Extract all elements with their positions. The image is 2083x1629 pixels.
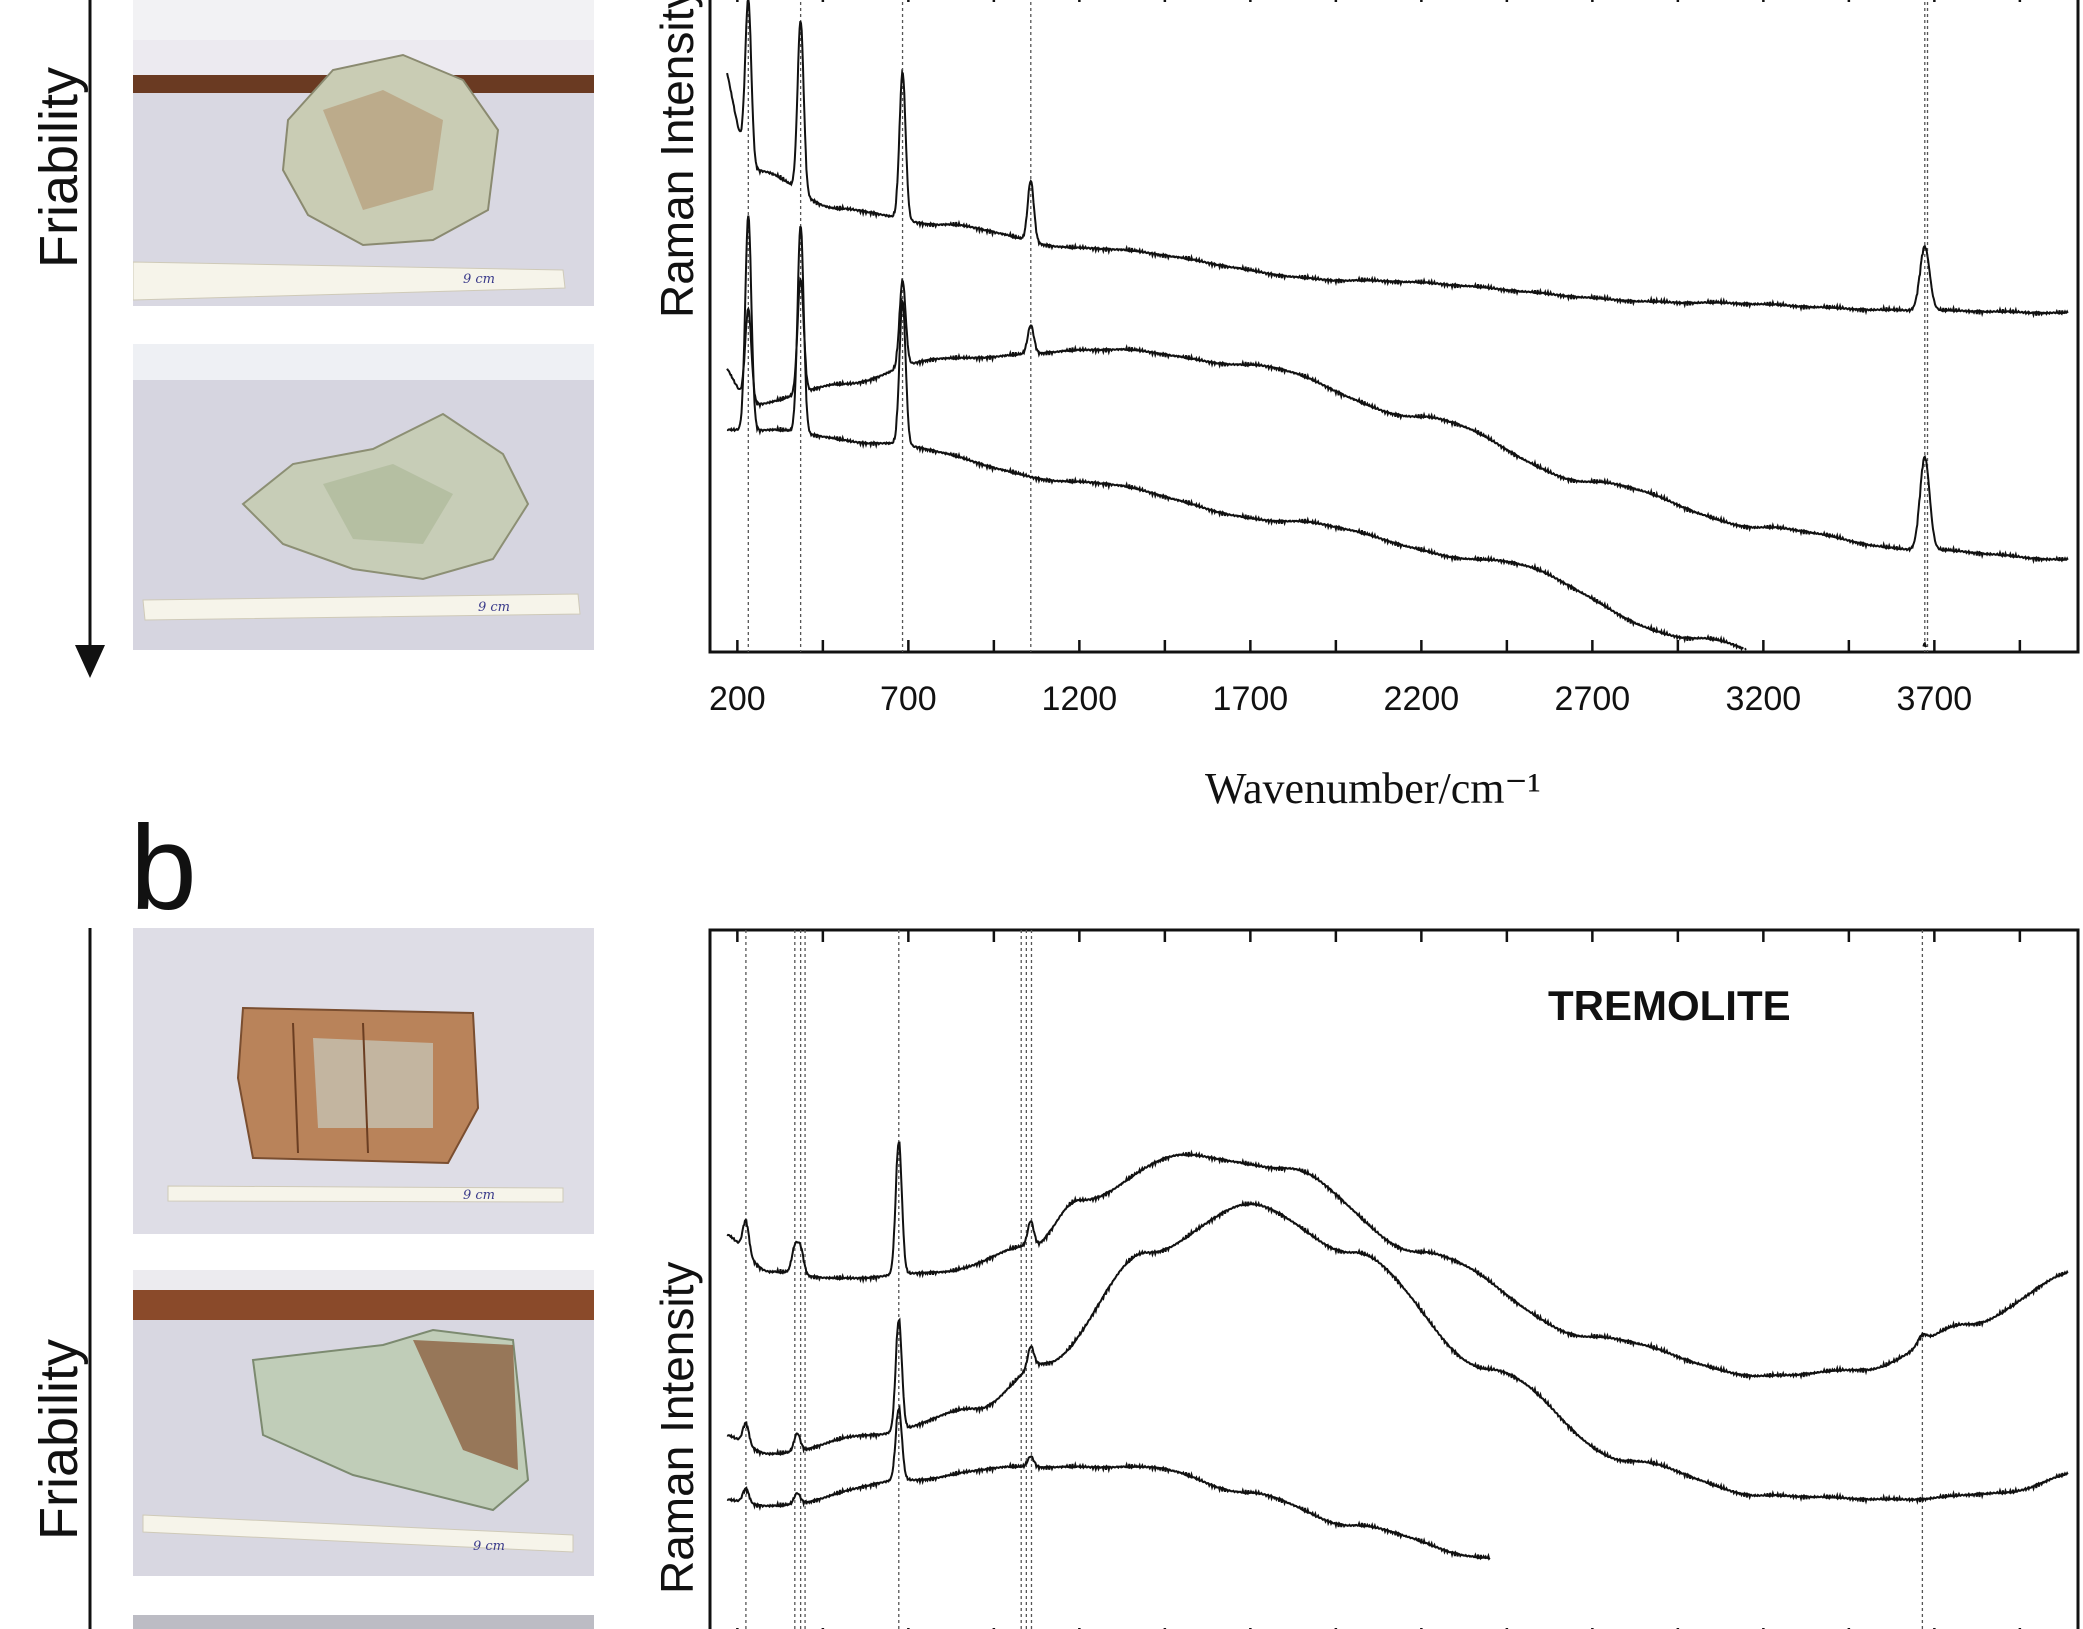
x-tick-label: 3700	[1897, 680, 1973, 718]
plot-frame	[708, 928, 2080, 1629]
x-tick-label: 1200	[1042, 680, 1118, 718]
friability-arrow-a	[75, 0, 105, 678]
chart-a: 200 700 1200 1700 2200 2700 3200 3700	[708, 0, 2080, 718]
series-line-1	[726, 1141, 2069, 1381]
x-tick-label: 700	[880, 680, 937, 718]
series-line-3	[726, 1404, 1491, 1561]
mineral-photo-b2: 9 cm	[133, 1270, 594, 1576]
mineral-photo-a1: 9 cm	[133, 0, 594, 306]
series-line-2	[726, 1199, 2069, 1506]
plot-frame	[708, 0, 2080, 654]
mineral-photo-b3	[133, 1615, 594, 1629]
series-line-2	[726, 0, 2069, 319]
ruler-label-a1: 9 cm	[463, 272, 495, 287]
mineral-photo-b1: 9 cm	[133, 928, 594, 1234]
x-tick-label: 3200	[1726, 680, 1802, 718]
ruler-label-a2: 9 cm	[478, 600, 510, 615]
series-line-1	[726, 215, 1928, 652]
ruler-label-b1: 9 cm	[463, 1188, 495, 1203]
mineral-photo-a2: 9 cm	[133, 344, 594, 650]
x-tick-label: 2700	[1555, 680, 1631, 718]
series-line-3	[726, 276, 2069, 565]
chart-b: TREMOLITE	[708, 928, 2080, 1629]
x-tick-label: 1700	[1213, 680, 1289, 718]
panel-letter-b: b	[130, 801, 197, 935]
xlabel-a: Wavenumber/cm⁻¹	[1205, 764, 1541, 813]
chart-title: TREMOLITE	[1548, 982, 1791, 1029]
x-tick-label: 2200	[1384, 680, 1460, 718]
friability-arrow-b	[88, 928, 92, 1629]
ruler-label-b2: 9 cm	[473, 1539, 505, 1554]
x-tick-label: 200	[709, 680, 766, 718]
